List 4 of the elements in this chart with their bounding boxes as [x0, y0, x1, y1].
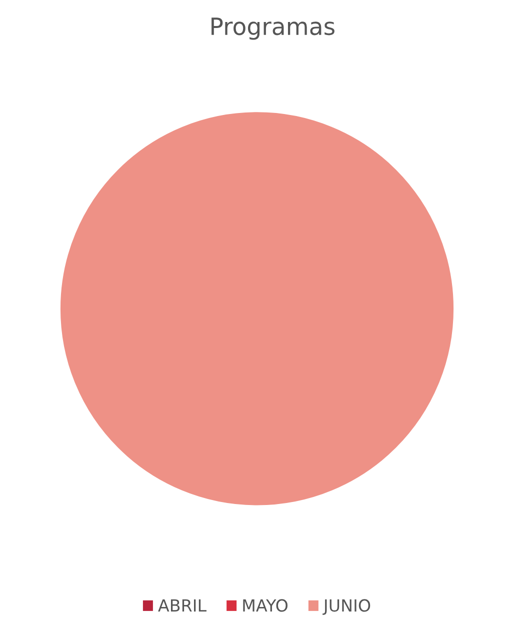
- legend-label: ABRIL: [158, 599, 206, 612]
- legend-label: MAYO: [243, 599, 288, 612]
- chart-title: Programas: [212, 18, 334, 40]
- legend-label: JUNIO: [322, 599, 370, 615]
